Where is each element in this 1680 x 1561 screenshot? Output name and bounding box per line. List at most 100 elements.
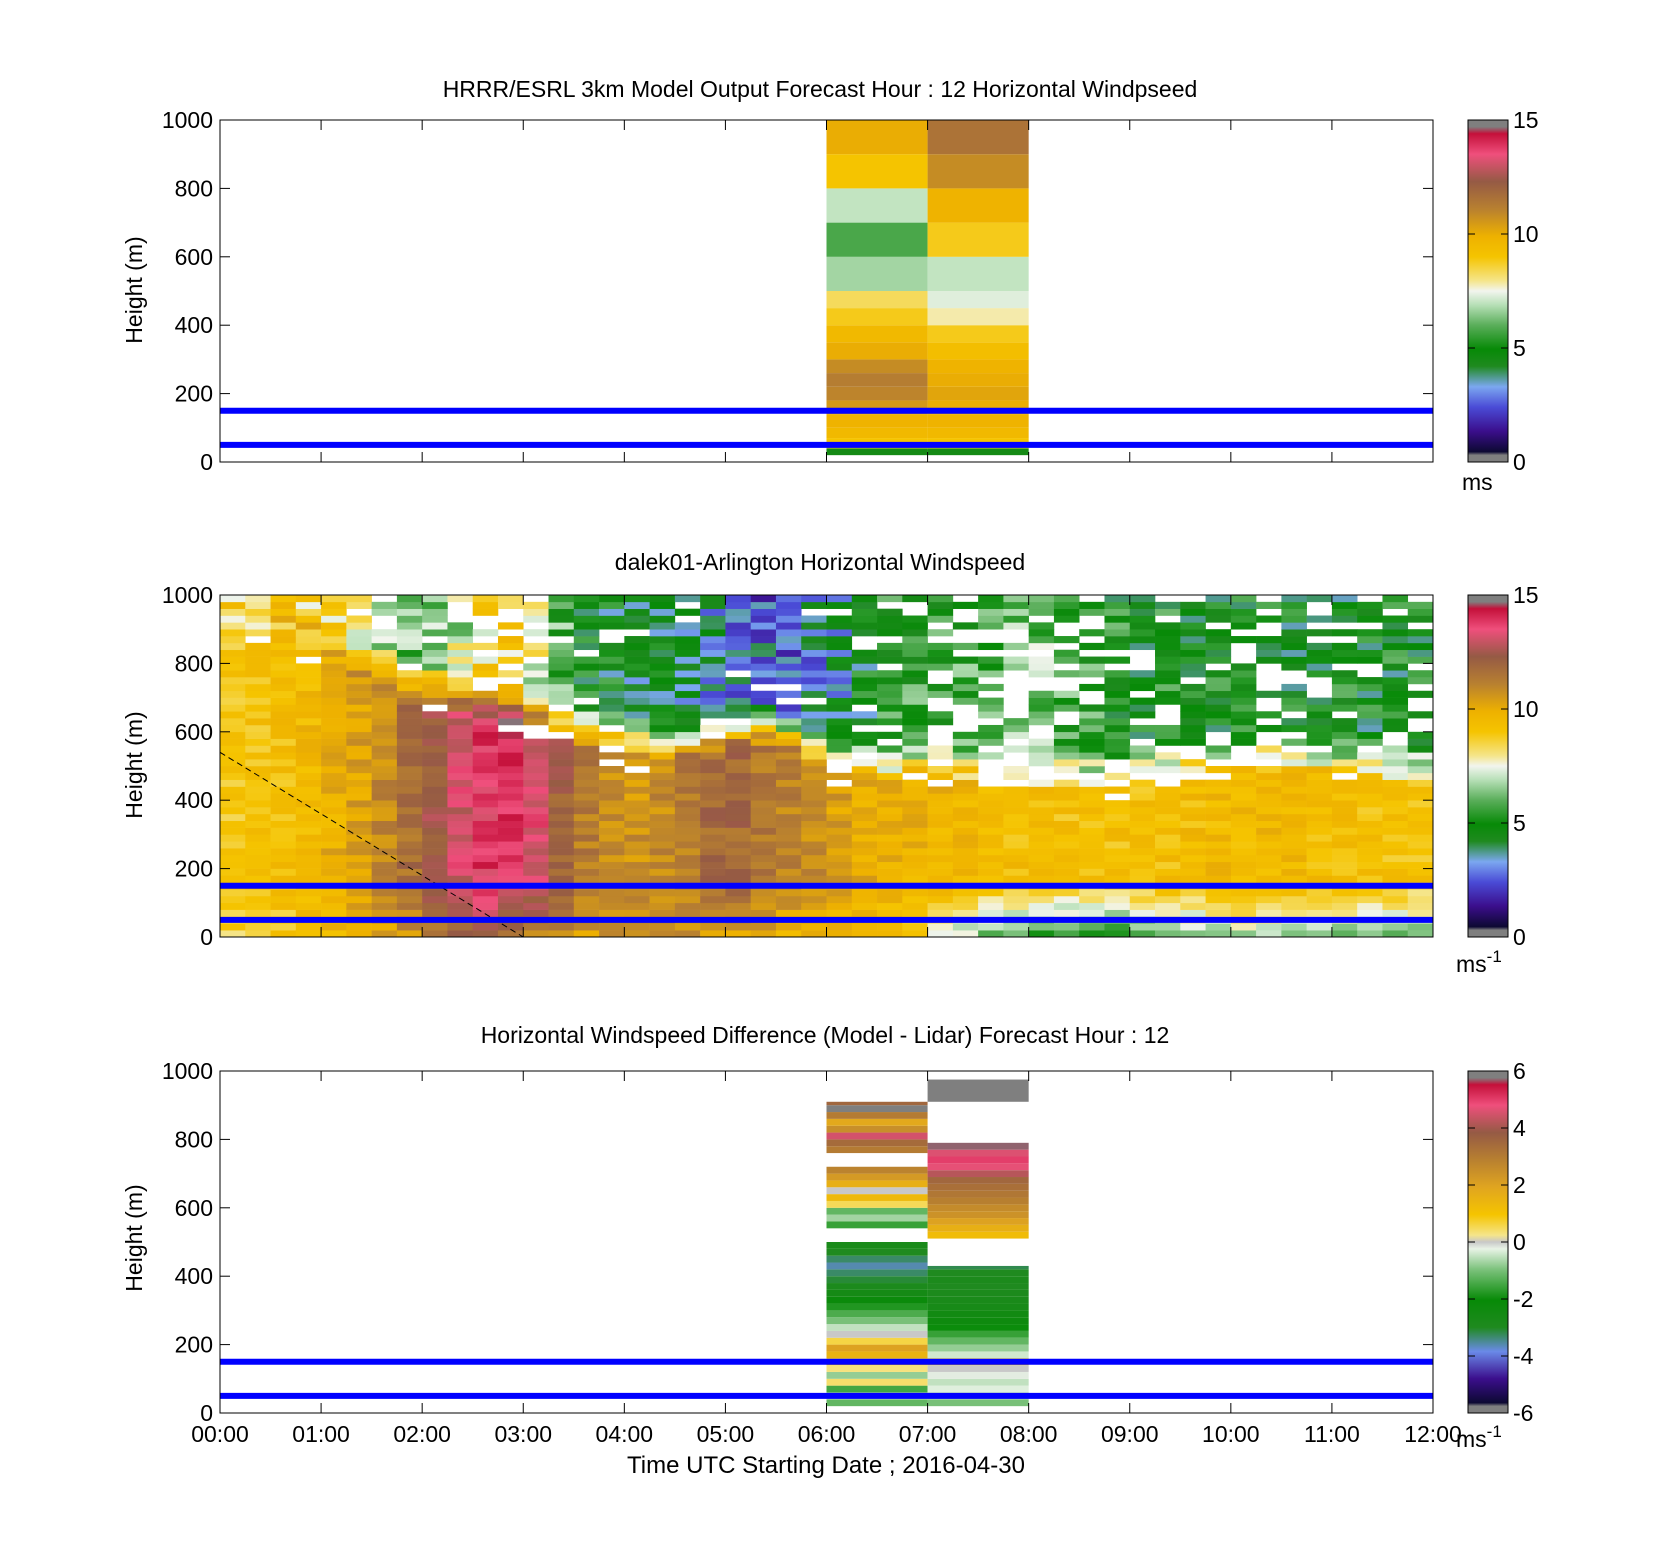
heatmap-cell [1407,861,1434,869]
heatmap-cell [674,820,701,828]
heatmap-cell [1003,813,1029,822]
heatmap-cell [1256,752,1282,760]
heatmap-cell [1129,875,1156,883]
heatmap-cell [573,923,600,931]
heatmap-cell [472,854,499,863]
heatmap-cell [346,759,372,767]
heatmap-cell [649,711,676,719]
heatmap-cell [826,1242,928,1249]
heatmap-cell [1104,595,1131,603]
heatmap-cell [826,1378,928,1386]
heatmap-cell [1129,629,1156,637]
heatmap-cell [321,724,347,733]
heatmap-cell [1205,848,1232,856]
heatmap-cell [649,595,676,603]
heatmap-cell [1180,827,1206,835]
heatmap-cell [826,875,853,883]
heatmap-cell [978,738,1004,746]
heatmap-cell [700,820,726,828]
heatmap-cell [1129,670,1156,678]
heatmap-cell [422,601,448,609]
heatmap-cell [1053,704,1080,712]
heatmap-cell [1357,834,1383,842]
heatmap-cell [548,663,575,671]
heatmap-cell [826,738,853,746]
heatmap-cell [801,930,827,938]
heatmap-cell [927,1224,1029,1232]
heatmap-cell [649,848,676,856]
heatmap-cell [599,868,625,876]
heatmap-cell [1079,793,1105,801]
heatmap-cell [1407,902,1434,910]
colorbar-tick-label: 10 [1513,221,1539,247]
heatmap-cell [497,861,524,869]
heatmap-cell [927,427,1029,439]
heatmap-cell [1357,711,1383,719]
heatmap-cell [346,848,372,856]
heatmap-cell [497,752,524,760]
heatmap-cell [1079,820,1105,828]
heatmap-cell [1230,793,1257,801]
heatmap-cell [624,793,650,801]
heatmap-cell [346,875,372,883]
heatmap-cell [902,848,928,856]
heatmap-cell [270,820,297,828]
heatmap-cell [295,690,322,698]
heatmap-cell [1180,902,1206,910]
heatmap-cell [851,629,878,637]
heatmap-cell [700,663,726,671]
heatmap-cell [1357,649,1383,657]
heatmap-cell [877,909,903,917]
heatmap-cell [321,820,347,828]
heatmap-cell [624,711,650,719]
heatmap-cell [649,902,676,910]
heatmap-cell [396,854,423,863]
heatmap-cell [725,923,751,931]
heatmap-cell [700,807,726,815]
heatmap-cell [1382,868,1409,876]
heatmap-cell [1306,889,1333,897]
heatmap-cell [1155,875,1181,883]
heatmap-cell [927,120,1029,155]
heatmap-cell [321,745,347,753]
heatmap-cell [927,854,954,863]
heatmap-cell [220,895,246,904]
heatmap-cell [573,601,600,609]
heatmap-cell [624,677,650,685]
heatmap-cell [851,622,878,630]
heatmap-cell [1256,854,1282,863]
heatmap-cell [1053,690,1080,698]
heatmap-cell [346,704,372,712]
heatmap-cell [270,895,297,904]
heatmap-cell [422,800,448,808]
heatmap-cell [447,793,474,801]
heatmap-cell [346,656,372,664]
heatmap-cell [548,786,575,794]
heatmap-cell [750,923,777,931]
heatmap-cell [1407,875,1434,883]
heatmap-cell [826,923,853,931]
heatmap-cell [599,649,625,657]
heatmap-cell [1331,608,1358,616]
heatmap-cell [497,820,524,828]
heatmap-cell [1053,649,1080,657]
heatmap-cell [523,608,549,616]
heatmap-cell [1357,629,1383,637]
heatmap-cell [1230,930,1257,938]
heatmap-cell [902,642,928,651]
heatmap-cell [447,909,474,917]
heatmap-cell [750,649,777,657]
heatmap-cell [1331,923,1358,931]
heatmap-cell [851,786,878,794]
heatmap-cell [523,909,549,917]
heatmap-cell [700,738,726,746]
heatmap-cell [1331,820,1358,828]
heatmap-cell [472,820,499,828]
heatmap-cell [295,697,322,705]
heatmap-cell [1129,615,1156,623]
heatmap-cell [1079,786,1105,794]
heatmap-cell [1256,834,1282,842]
heatmap-cell [245,759,271,767]
heatmap-cell [725,629,751,637]
heatmap-cell [725,697,751,705]
